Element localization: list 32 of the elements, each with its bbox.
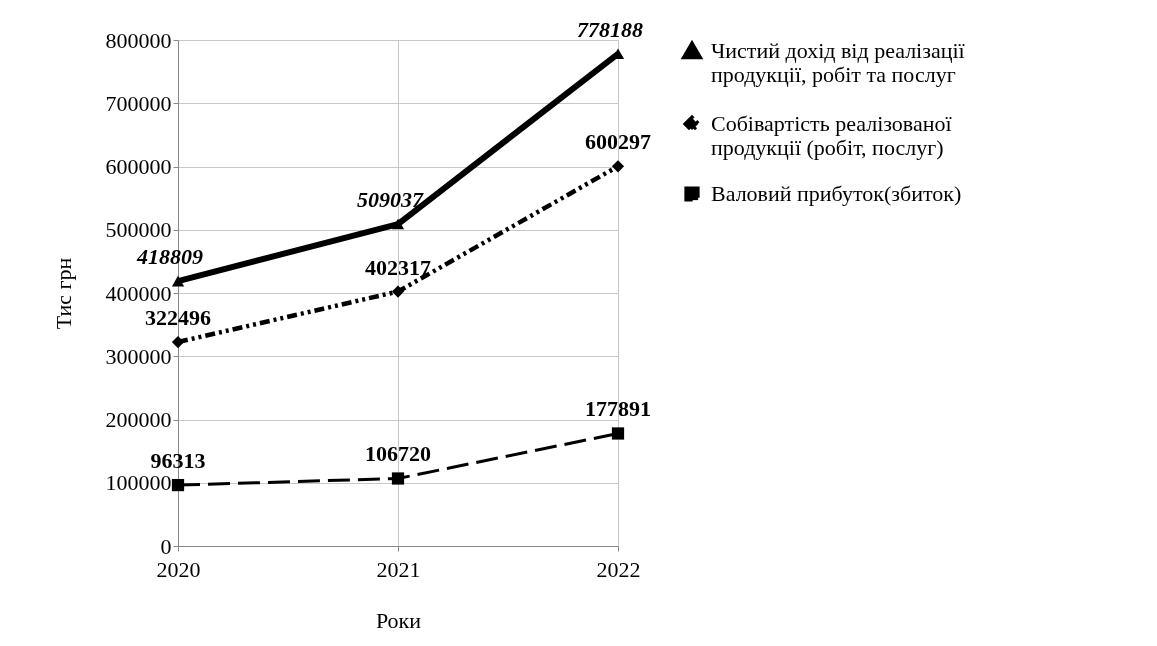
y-tick-label: 800000 [105, 27, 172, 53]
y-tick-label: 300000 [105, 343, 172, 369]
y-tick-label: 400000 [105, 280, 172, 306]
legend-label: Валовий прибуток(збиток) [711, 181, 962, 206]
x-tick-label: 2021 [376, 556, 421, 582]
y-axis-title: Тис грн [50, 257, 76, 330]
point [611, 427, 625, 440]
y-tick-label: 200000 [105, 407, 172, 432]
point [171, 335, 185, 349]
y-tick-label: 700000 [105, 90, 172, 116]
x-axis-title: Роки [375, 607, 422, 633]
point [171, 275, 185, 287]
data-label: 509037 [357, 187, 424, 213]
y-tick-label: 0 [160, 533, 172, 559]
point [391, 285, 405, 298]
data-label: 778188 [577, 16, 643, 42]
point [171, 478, 185, 492]
x-tick-label: 2022 [596, 556, 641, 582]
data-label: 418809 [136, 244, 203, 270]
data-label: 106720 [365, 441, 431, 467]
y-tick-label: 600000 [105, 154, 172, 179]
point [391, 472, 405, 485]
point [391, 218, 405, 230]
data-label: 322496 [145, 305, 211, 331]
y-tick-label: 500000 [105, 217, 172, 243]
x-tick-label: 2020 [156, 556, 201, 582]
legend-label: Собівартість реалізованої продукції (робіт, послуг) [711, 111, 953, 160]
data-label: 177891 [585, 396, 651, 422]
point [611, 160, 625, 173]
legend-label: Чистий дохід від реалізації продукції, робіт та послуг [711, 38, 966, 87]
data-label: 600297 [585, 129, 651, 155]
data-label: 402317 [365, 254, 431, 280]
